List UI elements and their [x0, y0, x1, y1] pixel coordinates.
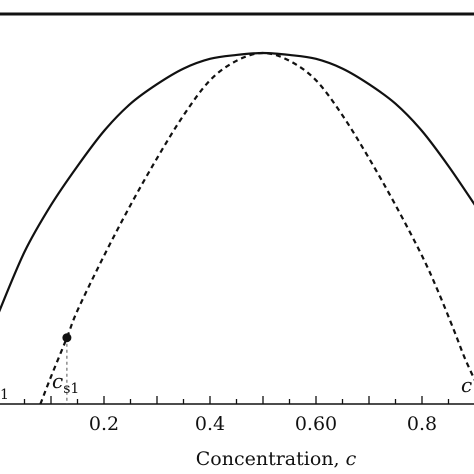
x-axis-ticks: 0.2 0.4 0.60 0.8 [23, 396, 450, 435]
x-axis-title-variable: c [346, 448, 357, 470]
right-edge-annotation: c [461, 373, 472, 397]
series-layer [0, 51, 474, 405]
x-tick-label: 0.60 [295, 413, 337, 435]
x-tick-label: 0.8 [407, 413, 437, 435]
marker-point [62, 333, 72, 343]
x-axis-title: Concentration, c [196, 448, 357, 470]
left-edge-annotation: 1 [0, 387, 9, 403]
cs1-main: c [52, 369, 63, 393]
x-tick-label: 0.4 [195, 413, 225, 435]
x-axis-title-text: Concentration, [196, 448, 346, 470]
solid-curve [0, 51, 474, 313]
cs1-sub: s1 [63, 381, 79, 397]
cs1-annotation: cs1 [52, 369, 79, 397]
dashed-curve [39, 51, 474, 405]
x-tick-label: 0.2 [89, 413, 119, 435]
